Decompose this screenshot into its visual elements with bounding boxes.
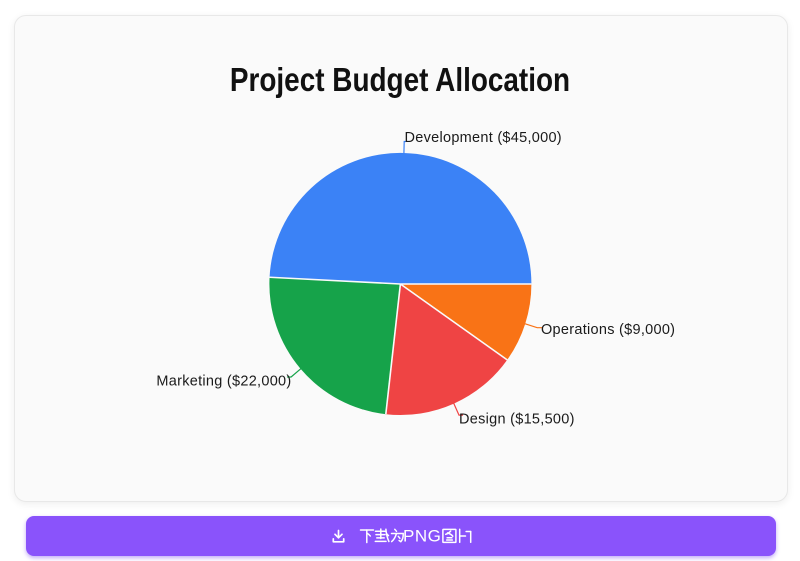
svg-text:Operations ($9,000): Operations ($9,000) (541, 322, 675, 338)
svg-text:Development ($45,000): Development ($45,000) (405, 130, 562, 146)
svg-text:PNG: PNG (403, 527, 441, 546)
svg-text:Design ($15,500): Design ($15,500) (459, 412, 575, 428)
svg-text:Marketing ($22,000): Marketing ($22,000) (156, 373, 291, 389)
